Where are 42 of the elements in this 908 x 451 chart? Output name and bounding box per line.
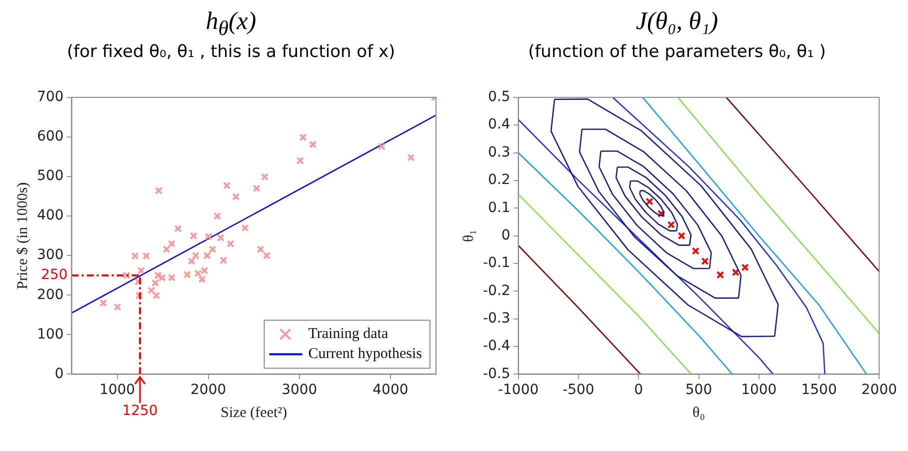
x-tick-label: 0 xyxy=(634,382,644,398)
chart-subtitle: (function of the parameters θ₀, θ₁ ) xyxy=(527,42,827,64)
x-tick-label: -500 xyxy=(562,382,594,398)
y-tick-label: 300 xyxy=(36,247,64,264)
y-tick-label: 400 xyxy=(36,208,64,224)
y-tick-label: 0.4 xyxy=(488,116,510,133)
y-tick-label: -0.4 xyxy=(482,338,510,354)
x-tick-label: 4000 xyxy=(372,382,408,398)
y-tick-label: 0 xyxy=(501,227,510,244)
legend-label: Training data xyxy=(308,326,388,342)
y-tick-label: 0 xyxy=(54,366,64,382)
y-tick-label: 700 xyxy=(36,89,64,106)
x-tick-label: -1000 xyxy=(498,382,539,398)
x-axis-title: Size (feet²) xyxy=(220,404,288,421)
chart-title: h$_{θ}$(x) xyxy=(204,8,258,42)
x-tick-label: 1000 xyxy=(99,382,136,398)
x-tick-label: 3000 xyxy=(282,382,318,398)
x-tick-label: 1500 xyxy=(801,382,837,398)
x-tick-label: 1000 xyxy=(741,382,777,398)
legend-label: Current hypothesis xyxy=(308,346,422,362)
y-tick-label: 0.3 xyxy=(488,144,510,160)
y-tick-label: 200 xyxy=(36,286,64,303)
y-tick-label: 0.5 xyxy=(488,89,510,106)
chart-subtitle: (for fixed θ₀, θ₁ , this is a function of x) xyxy=(66,42,396,64)
x-tick-label: 2000 xyxy=(861,382,898,398)
y-tick-label: -0.5 xyxy=(482,366,510,382)
x-tick-label: 2000 xyxy=(190,382,226,398)
y-tick-label: 0.1 xyxy=(488,200,510,216)
y-tick-label: 600 xyxy=(36,128,64,145)
y-tick-label: -0.3 xyxy=(482,310,510,326)
y-tick-label: 100 xyxy=(36,326,64,342)
y-tick-label: 0.2 xyxy=(488,172,510,188)
x-tick-label: 500 xyxy=(685,382,712,398)
y-tick-label: -0.1 xyxy=(482,255,510,272)
y-axis-title: θ₁ xyxy=(460,230,477,242)
y-axis-title: Price $ (in 1000s) xyxy=(14,182,31,290)
ref-line-label: 1250 xyxy=(122,402,158,419)
y-tick-label: -0.2 xyxy=(482,282,510,299)
y-tick-label: 500 xyxy=(36,168,64,184)
ref-line-label: 250 xyxy=(40,266,68,283)
chart-title: J(θ₀, θ₁) xyxy=(634,8,720,37)
x-axis-title: θ₀ xyxy=(692,404,705,421)
